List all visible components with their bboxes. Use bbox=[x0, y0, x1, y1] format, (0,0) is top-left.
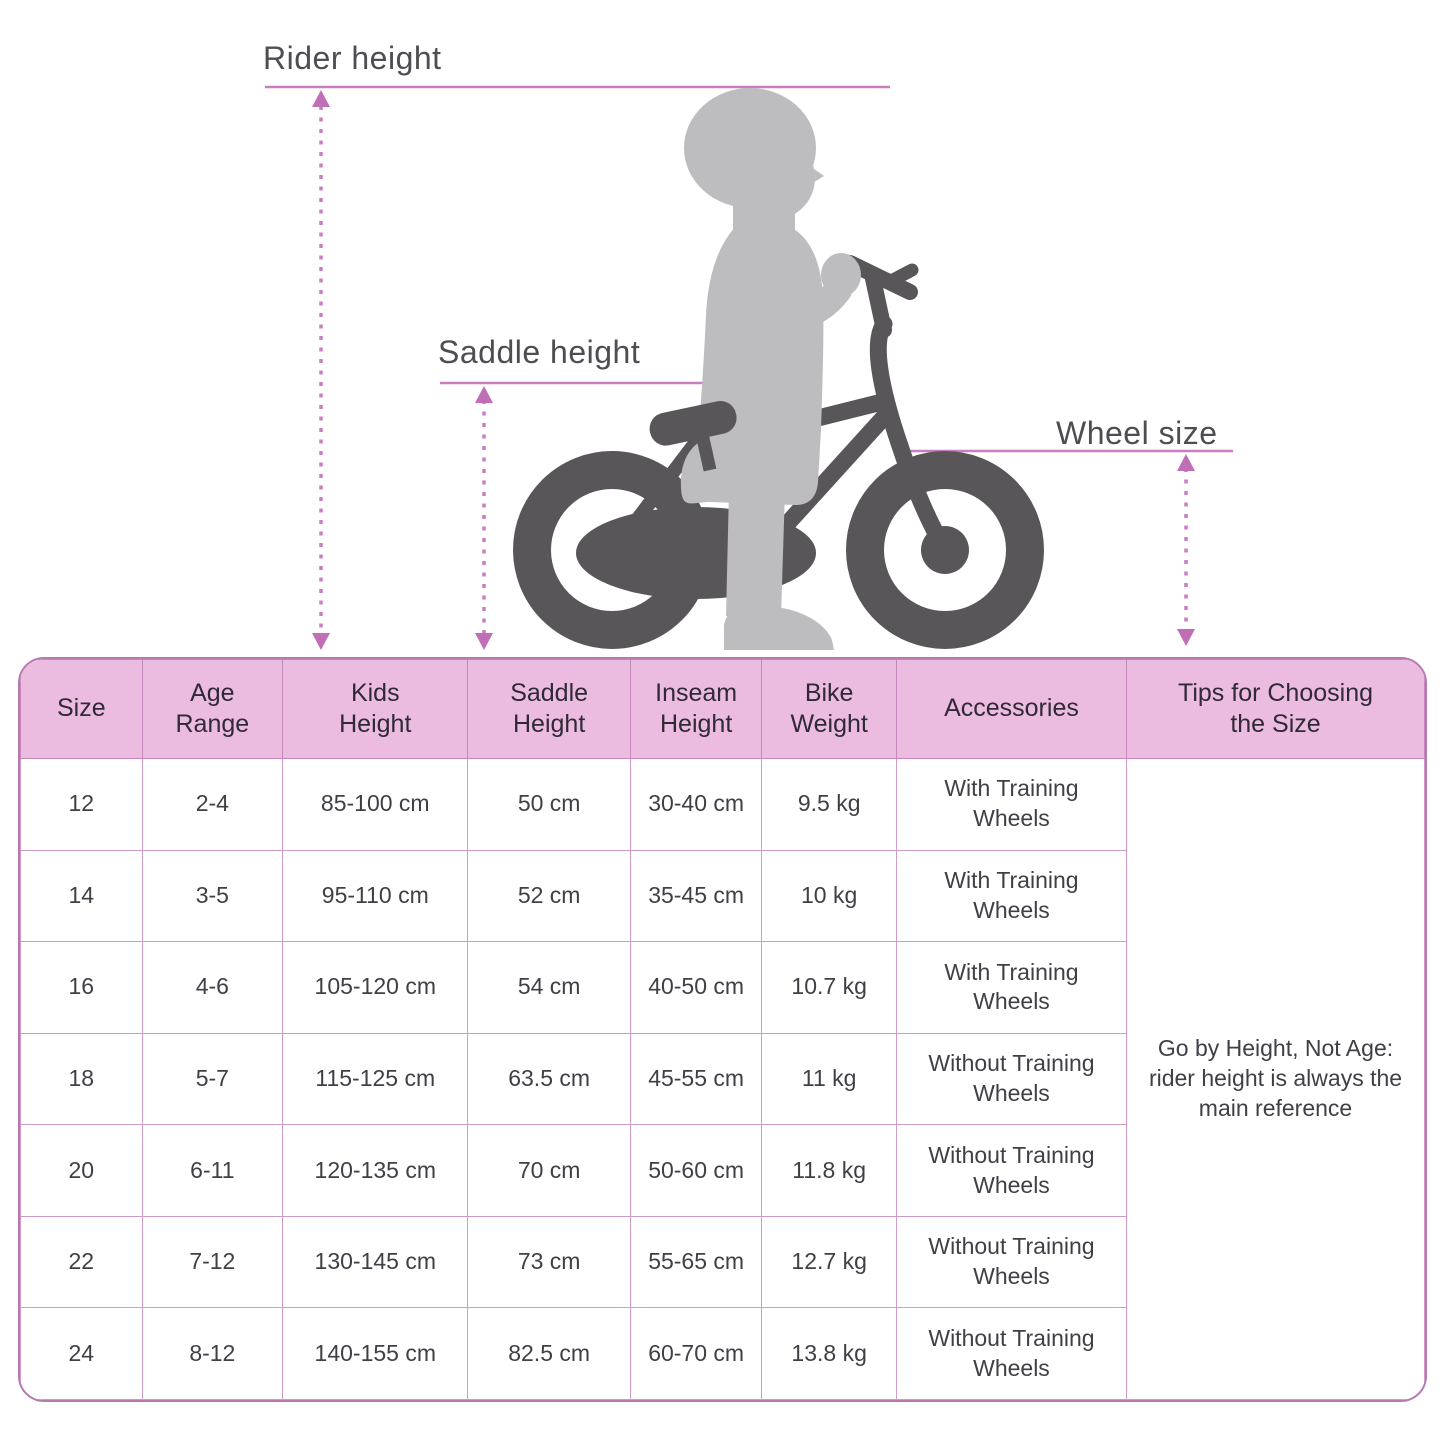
cell-age: 4-6 bbox=[141, 941, 284, 1034]
cell-saddle-height: 54 cm bbox=[467, 941, 631, 1034]
cell-kids-height: 115-125 cm bbox=[282, 1032, 469, 1126]
cell-saddle-height: 73 cm bbox=[467, 1215, 631, 1309]
saddle-arrowhead-up-icon bbox=[475, 386, 493, 403]
rider-arrowhead-down-icon bbox=[312, 633, 330, 650]
cell-saddle-height: 52 cm bbox=[467, 849, 631, 943]
cell-accessories: Without Training Wheels bbox=[895, 1124, 1128, 1217]
table-row: 14 3-5 95-110 cm 52 cm 35-45 cm 10 kg Wi… bbox=[20, 849, 1425, 943]
table-row: 16 4-6 105-120 cm 54 cm 40-50 cm 10.7 kg… bbox=[20, 941, 1425, 1034]
cell-kids-height: 140-155 cm bbox=[282, 1307, 469, 1400]
cell-weight: 12.7 kg bbox=[761, 1215, 897, 1309]
cell-inseam: 40-50 cm bbox=[629, 941, 763, 1034]
handlebar bbox=[842, 255, 918, 300]
seat-post bbox=[695, 432, 717, 472]
table-row: 24 8-12 140-155 cm 82.5 cm 60-70 cm 13.8… bbox=[20, 1307, 1425, 1400]
cell-kids-height: 95-110 cm bbox=[282, 849, 469, 943]
cell-tips: Go by Height, Not Age: rider height is a… bbox=[1126, 758, 1425, 1400]
cell-weight: 11 kg bbox=[761, 1032, 897, 1126]
cell-age: 3-5 bbox=[141, 849, 284, 943]
size-chart-table: Size Age Range Kids Height Saddle Height… bbox=[18, 657, 1427, 1402]
size-diagram-illustration bbox=[265, 85, 1233, 650]
child-head bbox=[731, 136, 815, 220]
cell-inseam: 60-70 cm bbox=[629, 1307, 763, 1400]
cell-kids-height: 120-135 cm bbox=[282, 1124, 469, 1217]
table-header-row: Size Age Range Kids Height Saddle Height… bbox=[20, 659, 1425, 759]
header-size: Size bbox=[20, 659, 143, 759]
cell-inseam: 50-60 cm bbox=[629, 1124, 763, 1217]
cell-size: 14 bbox=[20, 849, 143, 943]
cell-accessories: Without Training Wheels bbox=[895, 1032, 1128, 1126]
child-hand bbox=[821, 253, 861, 297]
cell-inseam: 55-65 cm bbox=[629, 1215, 763, 1309]
cell-inseam: 35-45 cm bbox=[629, 849, 763, 943]
cell-accessories: With Training Wheels bbox=[895, 941, 1128, 1034]
cell-saddle-height: 63.5 cm bbox=[467, 1032, 631, 1126]
cell-saddle-height: 82.5 cm bbox=[467, 1307, 631, 1400]
header-bike-weight: Bike Weight bbox=[761, 659, 897, 759]
cell-kids-height: 105-120 cm bbox=[282, 941, 469, 1034]
rider-arrowhead-up-icon bbox=[312, 90, 330, 107]
cell-size: 22 bbox=[20, 1215, 143, 1309]
table-row: 18 5-7 115-125 cm 63.5 cm 45-55 cm 11 kg… bbox=[20, 1032, 1425, 1126]
handlebar-grip bbox=[886, 263, 919, 287]
seat-stay bbox=[607, 435, 703, 557]
arrowheads bbox=[312, 90, 1195, 650]
cell-accessories: With Training Wheels bbox=[895, 849, 1128, 943]
saddle-seat bbox=[649, 400, 737, 446]
cell-size: 16 bbox=[20, 941, 143, 1034]
wheel-size-label: Wheel size bbox=[1056, 415, 1218, 451]
cell-saddle-height: 50 cm bbox=[467, 758, 631, 851]
child-leg bbox=[726, 490, 785, 616]
rider-height-label: Rider height bbox=[263, 40, 442, 76]
cell-weight: 10.7 kg bbox=[761, 941, 897, 1034]
table-row: 20 6-11 120-135 cm 70 cm 50-60 cm 11.8 k… bbox=[20, 1124, 1425, 1217]
table-row: 22 7-12 130-145 cm 73 cm 55-65 cm 12.7 k… bbox=[20, 1215, 1425, 1309]
cell-inseam: 30-40 cm bbox=[629, 758, 763, 851]
header-kids-height: Kids Height bbox=[282, 659, 469, 759]
child-shoe bbox=[724, 603, 834, 650]
cell-weight: 13.8 kg bbox=[761, 1307, 897, 1400]
child-nose bbox=[798, 158, 824, 192]
cell-kids-height: 85-100 cm bbox=[282, 758, 469, 851]
cell-weight: 9.5 kg bbox=[761, 758, 897, 851]
saddle-height-label: Saddle height bbox=[438, 334, 641, 370]
cell-inseam: 45-55 cm bbox=[629, 1032, 763, 1126]
fork bbox=[869, 315, 954, 559]
measurement-lines bbox=[265, 85, 1233, 453]
front-wheel bbox=[846, 451, 1044, 649]
saddle bbox=[649, 400, 737, 472]
wheel-arrowhead-down-icon bbox=[1177, 629, 1195, 646]
cell-saddle-height: 70 cm bbox=[467, 1124, 631, 1217]
cell-age: 8-12 bbox=[141, 1307, 284, 1400]
cell-age: 5-7 bbox=[141, 1032, 284, 1126]
cell-accessories: With Training Wheels bbox=[895, 758, 1128, 851]
cell-size: 20 bbox=[20, 1124, 143, 1217]
cell-kids-height: 130-145 cm bbox=[282, 1215, 469, 1309]
header-accessories: Accessories bbox=[895, 659, 1128, 759]
cell-size: 18 bbox=[20, 1032, 143, 1126]
cell-accessories: Without Training Wheels bbox=[895, 1307, 1128, 1400]
header-inseam-height: Inseam Height bbox=[629, 659, 763, 759]
table-row: 12 2-4 85-100 cm 50 cm 30-40 cm 9.5 kg W… bbox=[20, 758, 1425, 1400]
wheel-arrowhead-up-icon bbox=[1177, 454, 1195, 471]
header-tips: Tips for Choosing the Size bbox=[1126, 659, 1425, 759]
measurement-arrows bbox=[319, 106, 1188, 634]
cell-accessories: Without Training Wheels bbox=[895, 1215, 1128, 1309]
cell-age: 7-12 bbox=[141, 1215, 284, 1309]
cell-weight: 11.8 kg bbox=[761, 1124, 897, 1217]
cell-weight: 10 kg bbox=[761, 849, 897, 943]
header-saddle-height: Saddle Height bbox=[467, 659, 631, 759]
header-age-range: Age Range bbox=[141, 659, 284, 759]
cell-size: 12 bbox=[20, 758, 143, 851]
cell-size: 24 bbox=[20, 1307, 143, 1400]
cell-age: 6-11 bbox=[141, 1124, 284, 1217]
cell-age: 2-4 bbox=[141, 758, 284, 851]
saddle-arrowhead-down-icon bbox=[475, 633, 493, 650]
